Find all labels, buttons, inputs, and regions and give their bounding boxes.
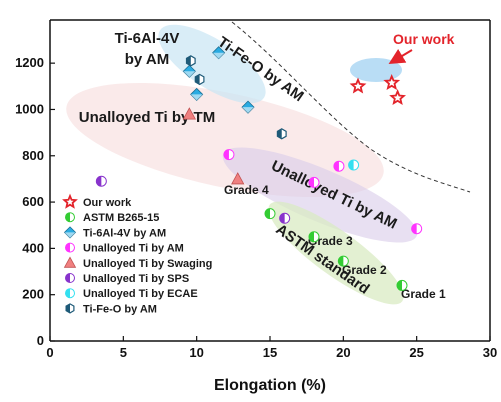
legend-item: Our work: [62, 193, 132, 209]
x-tick-label: 30: [483, 345, 497, 360]
x-tick-label: 20: [336, 345, 350, 360]
our-work-arrow: [388, 48, 413, 65]
legend-label: Unalloyed Ti by Swaging: [83, 258, 212, 270]
data-point: [349, 77, 367, 94]
legend-label: Our work: [83, 197, 132, 209]
legend-item: Ti-Fe-O by AM: [65, 303, 157, 315]
data-point: [190, 87, 204, 101]
data-point: [396, 279, 408, 291]
region-ti64: [158, 24, 266, 104]
legend-item: Unalloyed Ti by AM: [65, 242, 184, 255]
data-point-marker: [182, 107, 197, 120]
legend: Our work ASTM B265-15 Ti-6Al-4V by AM Unall…: [62, 193, 212, 315]
grade-label-4: Grade 4: [224, 183, 269, 197]
data-point: [389, 89, 407, 105]
legend-item: Unalloyed Ti by ECAE: [65, 288, 198, 300]
legend-label: Unalloyed Ti by SPS: [83, 273, 189, 285]
x-tick-label: 25: [409, 345, 423, 360]
legend-label: Ti-6Al-4V by AM: [83, 227, 166, 239]
grade-label-1: Grade 1: [401, 287, 446, 301]
y-tick-label: 400: [22, 240, 44, 255]
data-point: [337, 255, 349, 267]
y-tick-label: 600: [22, 194, 44, 209]
legend-label: Ti-Fe-O by AM: [83, 303, 157, 315]
grade-label-2: Grade 2: [342, 263, 387, 277]
data-point: [308, 176, 320, 188]
x-tick-label: 0: [46, 345, 53, 360]
legend-item: Unalloyed Ti by Swaging: [63, 256, 212, 270]
legend-label: Unalloyed Ti by AM: [83, 243, 184, 255]
y-tick-label: 800: [22, 148, 44, 163]
our-work-annotation: Our work: [393, 31, 455, 47]
data-point: [231, 172, 245, 185]
data-point: [264, 208, 276, 220]
data-point: [383, 73, 401, 91]
legend-item: ASTM B265-15: [65, 212, 159, 224]
data-points: [95, 46, 423, 291]
legend-label: Unalloyed Ti by ECAE: [83, 288, 198, 300]
data-point-marker: [383, 73, 401, 91]
region-astm: [268, 201, 404, 305]
x-tick-label: 5: [120, 345, 127, 360]
data-point: [182, 107, 197, 120]
data-point: [276, 128, 287, 140]
data-point: [348, 159, 360, 171]
y-tick-label: 200: [22, 287, 44, 302]
data-point: [95, 175, 107, 187]
data-point-marker: [231, 172, 245, 185]
region-label-unalloyed-tm: Unalloyed Ti by TM: [79, 109, 215, 126]
region-shapes: [66, 21, 471, 305]
region-unalloyed-am: [222, 147, 418, 243]
region-label-ti64-line2: by AM: [125, 51, 169, 68]
legend-item: Ti-6Al-4V by AM: [63, 226, 166, 239]
data-point: [279, 212, 291, 224]
data-point-marker: [389, 89, 407, 105]
y-tick-label: 1200: [15, 55, 44, 70]
data-point: [223, 149, 235, 161]
data-point: [333, 160, 345, 172]
legend-marker: [63, 256, 77, 268]
data-point: [241, 100, 255, 114]
data-point: [182, 64, 196, 78]
data-point: [212, 46, 226, 60]
data-point: [411, 223, 423, 235]
data-point: [194, 73, 205, 86]
legend-marker: [62, 193, 78, 209]
y-tick-label: 0: [37, 333, 44, 348]
data-point: [308, 231, 320, 243]
region-boundary-dashed: [231, 21, 471, 193]
legend-item: Unalloyed Ti by SPS: [65, 273, 189, 285]
y-tick-group: 0 200 400 600 800 1000 1200: [15, 55, 55, 348]
data-point: [185, 55, 196, 67]
x-tick-label: 10: [189, 345, 203, 360]
y-tick-label: 1000: [15, 101, 44, 116]
x-tick-label: 15: [263, 345, 277, 360]
region-label-ti64-line1: Ti-6Al-4V: [115, 30, 180, 47]
data-point-marker: [349, 77, 367, 94]
x-tick-group: 0 5 10 15 20 25 30: [46, 336, 497, 360]
x-axis-label: Elongation (%): [214, 377, 326, 394]
legend-label: ASTM B265-15: [83, 212, 159, 224]
